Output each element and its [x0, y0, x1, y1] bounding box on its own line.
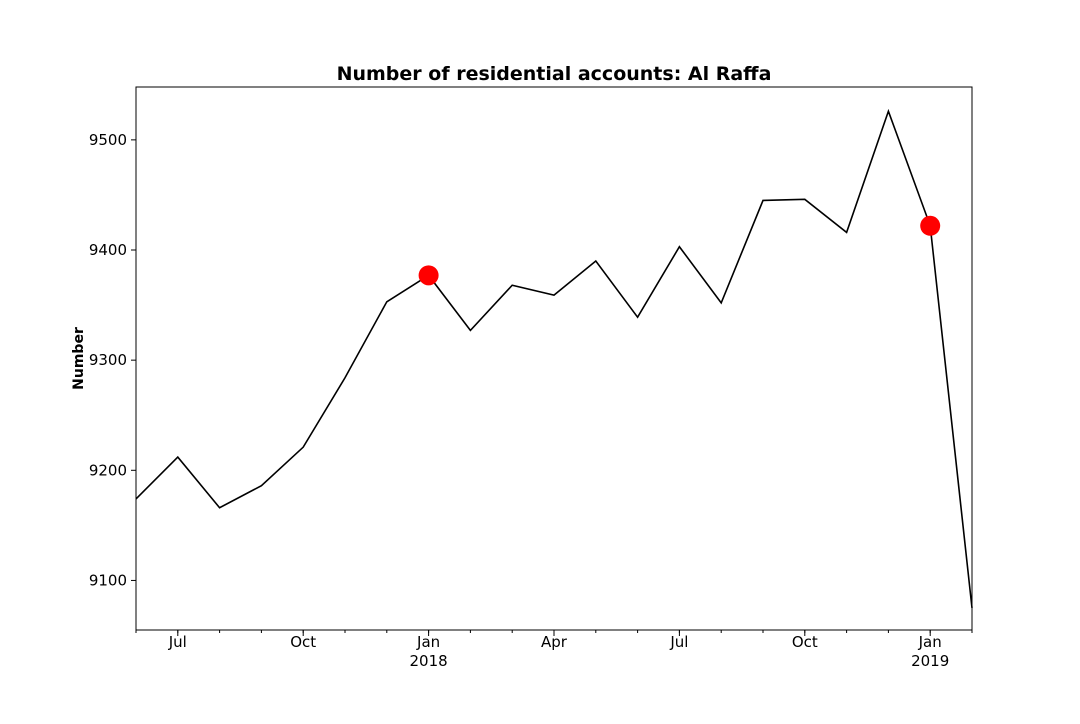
series-layer: [135, 108, 973, 609]
x-tick-label: Oct: [792, 633, 818, 651]
x-tick-label: Jan: [416, 633, 440, 651]
x-tick-label: Apr: [541, 633, 568, 651]
x-tick-year-label: 2019: [911, 652, 949, 670]
y-tick-label: 9300: [89, 351, 127, 369]
y-axis-ticks: 9100 9200 9300 9400 9500: [89, 131, 136, 589]
chart-title: Number of residential accounts: Al Raffa: [337, 63, 772, 85]
y-tick-label: 9200: [89, 461, 127, 479]
marker-layer: [418, 215, 941, 286]
y-tick-label: 9500: [89, 131, 127, 149]
y-tick-label: 9100: [89, 571, 127, 589]
x-tick-year-label: 2018: [410, 652, 448, 670]
x-tick-label: Jul: [669, 633, 688, 651]
x-tick-label: Jan: [918, 633, 942, 651]
highlight-marker: [920, 215, 941, 236]
y-tick-label: 9400: [89, 241, 127, 259]
highlight-marker: [418, 265, 439, 286]
x-tick-label: Oct: [290, 633, 316, 651]
plot-frame: [135, 86, 973, 631]
series-line: [135, 108, 973, 609]
x-tick-label: Jul: [168, 633, 187, 651]
y-axis-label: Number: [71, 327, 87, 390]
